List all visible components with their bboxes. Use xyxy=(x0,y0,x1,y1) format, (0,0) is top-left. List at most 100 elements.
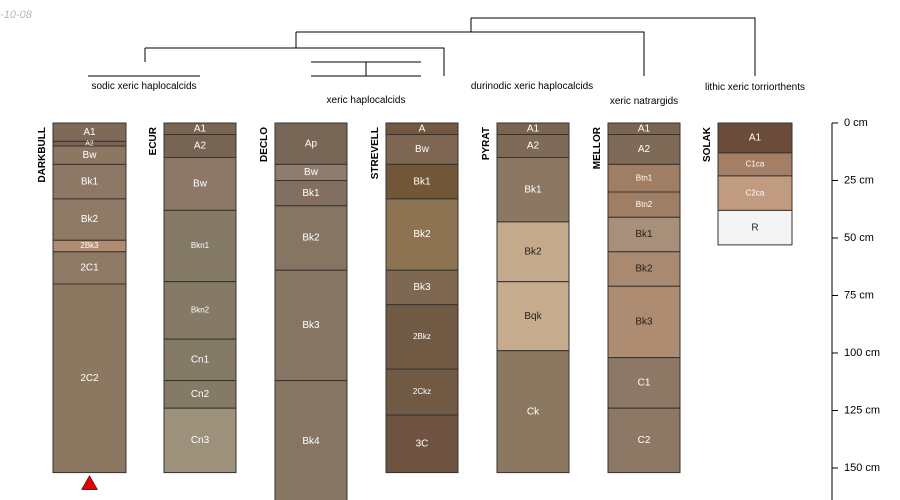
horizon-label: R xyxy=(751,222,758,233)
horizon-block xyxy=(385,198,459,271)
horizon-label: Btn2 xyxy=(636,200,653,209)
axis-tick-label: 25 cm xyxy=(844,174,874,186)
horizon-block xyxy=(607,407,681,474)
profile-name: ECUR xyxy=(148,126,159,155)
profile-name: STREVELL xyxy=(370,127,381,179)
horizon-block xyxy=(385,414,459,474)
horizon-label: A1 xyxy=(527,123,540,134)
horizon-label: C2ca xyxy=(746,188,765,197)
horizon-block xyxy=(607,216,681,253)
taxon-label: xeric haplocalcids xyxy=(327,95,406,106)
profile-name: DECLO xyxy=(259,127,270,162)
horizon-block xyxy=(717,122,793,154)
horizon-label: Bqk xyxy=(524,311,542,322)
soil-profile: DECLO Ap Bw Bk1 Bk2 Bk3 Bk4 xyxy=(259,122,348,500)
soil-profile: ECUR A1 A2 Bw Bkn1 Bkn2 Cn1 Cn2 Cn3 xyxy=(148,122,237,474)
horizon-label: Bk2 xyxy=(302,233,320,244)
taxon-label: durinodic xeric haplocalcids xyxy=(471,81,593,92)
horizon-label: 2C1 xyxy=(80,263,99,274)
horizon-label: Btn1 xyxy=(636,173,653,182)
horizon-block xyxy=(385,304,459,370)
horizon-block xyxy=(52,251,127,285)
horizon-block xyxy=(607,357,681,409)
horizon-label: Ap xyxy=(305,138,318,149)
horizon-label: Cn3 xyxy=(191,435,210,446)
axis-tick-label: 50 cm xyxy=(844,232,874,244)
dendrogram-branch-left xyxy=(144,47,445,76)
horizon-label: C1ca xyxy=(746,160,765,169)
horizon-label: A xyxy=(419,123,426,134)
horizon-label: C1 xyxy=(638,378,651,389)
horizon-block xyxy=(163,380,237,409)
horizon-label: Bk1 xyxy=(413,176,431,187)
horizon-label: Bw xyxy=(83,150,98,161)
profile-name: PYRAT xyxy=(481,127,492,160)
horizon-label: Bk2 xyxy=(81,214,99,225)
soil-profiles: DARKBULL A1 A2 Bw Bk1 Bk2 2Bk3 2C1 2C2 ECUR A1 A2 Bw… xyxy=(37,122,793,500)
horizon-label: A2 xyxy=(194,141,207,152)
soil-profile: DARKBULL A1 A2 Bw Bk1 Bk2 2Bk3 2C1 2C2 xyxy=(37,122,127,490)
taxon-label: sodic xeric haplocalcids xyxy=(91,81,196,92)
horizon-label: Cn1 xyxy=(191,355,210,366)
horizon-block xyxy=(52,283,127,474)
soil-profile: MELLOR A1 A2 Btn1 Btn2 Bk1 Bk2 Bk3 C1 C2 xyxy=(592,122,681,474)
horizon-label: Bk2 xyxy=(413,229,431,240)
horizon-block xyxy=(385,163,459,200)
horizon-label: Bkn2 xyxy=(191,306,210,315)
horizon-label: Bw xyxy=(415,144,430,155)
horizon-label: Ck xyxy=(527,406,540,417)
dendrogram-branch-main xyxy=(295,31,645,76)
horizon-label: Cn2 xyxy=(191,389,210,400)
horizon-block xyxy=(274,269,348,382)
horizon-label: A2 xyxy=(527,141,540,152)
horizon-block xyxy=(274,205,348,271)
taxon-label: lithic xeric torriorthents xyxy=(705,82,805,93)
horizon-block xyxy=(52,163,127,200)
horizon-block xyxy=(274,180,348,207)
horizon-label: A2 xyxy=(85,141,94,148)
horizon-block xyxy=(52,198,127,241)
horizon-label: 2Bk3 xyxy=(80,241,99,250)
horizon-block xyxy=(496,157,570,223)
horizon-block xyxy=(607,163,681,193)
date-stamp: 5-10-08 xyxy=(0,9,33,21)
dendrogram-branch-inner xyxy=(311,61,421,76)
horizon-label: Bw xyxy=(304,167,319,178)
soil-profile: SOLAK A1 C1ca C2ca R xyxy=(702,122,793,246)
horizon-block xyxy=(163,338,237,382)
horizon-block xyxy=(607,285,681,359)
axis-tick-label: 125 cm xyxy=(844,404,880,416)
horizon-label: Bk2 xyxy=(635,264,653,275)
horizon-block xyxy=(163,209,237,283)
horizon-block xyxy=(717,209,793,246)
horizon-label: Bw xyxy=(193,179,208,190)
horizon-label: Bk3 xyxy=(635,317,653,328)
horizon-block xyxy=(717,175,793,211)
profile-name: SOLAK xyxy=(702,126,713,162)
horizon-label: 3C xyxy=(416,438,429,449)
horizon-block xyxy=(274,122,348,165)
horizon-label: A1 xyxy=(749,133,762,144)
horizon-label: A1 xyxy=(194,123,207,134)
horizon-label: Bk3 xyxy=(413,282,431,293)
horizon-label: A2 xyxy=(638,144,651,155)
horizon-label: Bk4 xyxy=(302,436,320,447)
horizon-block xyxy=(163,157,237,211)
horizon-label: C2 xyxy=(638,435,651,446)
horizon-block xyxy=(163,281,237,340)
horizon-label: Bk2 xyxy=(524,246,542,257)
horizon-label: Bk1 xyxy=(635,229,653,240)
profile-name: MELLOR xyxy=(592,126,603,169)
horizon-block xyxy=(496,350,570,474)
horizon-block xyxy=(163,407,237,474)
horizon-label: Bk3 xyxy=(302,320,320,331)
horizon-label: 2C2 xyxy=(80,373,99,384)
horizon-label: A1 xyxy=(83,127,96,138)
depth-marker-triangle xyxy=(81,475,98,490)
axis-tick-label: 100 cm xyxy=(844,347,880,359)
horizon-block xyxy=(496,281,570,352)
horizon-block xyxy=(385,269,459,306)
horizon-label: 2Ckz xyxy=(413,387,431,396)
dendrogram xyxy=(88,17,756,77)
